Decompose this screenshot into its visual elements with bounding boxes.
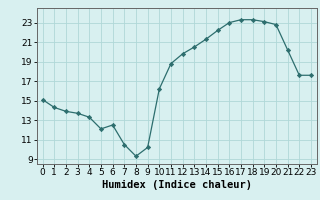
- X-axis label: Humidex (Indice chaleur): Humidex (Indice chaleur): [102, 180, 252, 190]
